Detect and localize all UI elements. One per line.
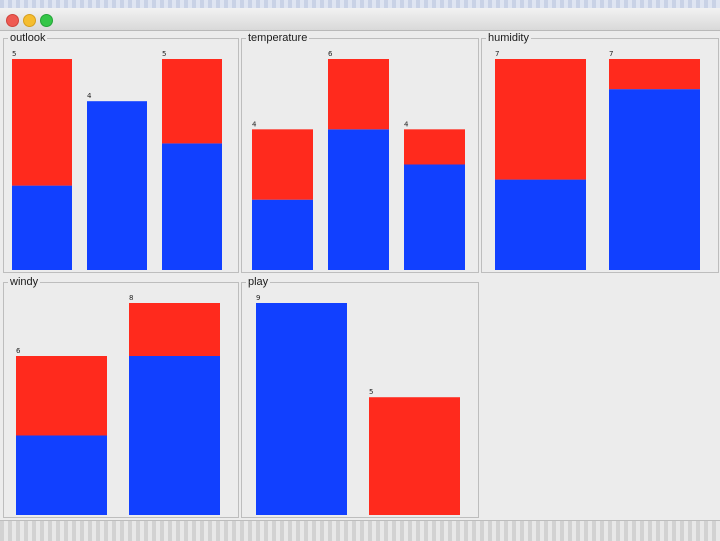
bar-segment-0-1 (16, 356, 107, 436)
bar-count-label: 5 (369, 388, 373, 396)
panel-title: temperature (246, 32, 310, 44)
bar-segment-0-1 (12, 59, 72, 186)
bar-count-label: 4 (404, 120, 409, 128)
bar-count-label: 4 (87, 92, 92, 100)
bar-count-label: 4 (252, 120, 257, 128)
bar-segment-2-0 (404, 164, 465, 270)
panel-title: outlook (8, 32, 48, 44)
bar-count-label: 9 (256, 294, 260, 302)
bar-count-label: 6 (16, 347, 21, 355)
bar-segment-1-1 (609, 59, 700, 90)
bar-segment-2-1 (404, 129, 465, 165)
panel-title: windy (8, 276, 41, 288)
bar-segment-1-1 (328, 59, 389, 130)
window-titlebar (0, 8, 720, 31)
bar-segment-2-1 (162, 59, 222, 144)
bar-count-label: 7 (495, 50, 499, 58)
panel-title: humidity (486, 32, 531, 44)
bar-segment-2-0 (162, 143, 222, 270)
chart-windy: 68 (16, 294, 220, 515)
bar-segment-0-1 (252, 129, 313, 200)
close-button[interactable] (6, 14, 19, 27)
bar-segment-0-1 (495, 59, 586, 180)
bar-segment-0-0 (252, 199, 313, 270)
bar-count-label: 5 (162, 50, 166, 58)
bar-count-label: 5 (12, 50, 16, 58)
bar-segment-1-1 (369, 397, 460, 515)
bar-segment-0-0 (495, 179, 586, 270)
panel-outlook: outlook 5 4 5 (3, 32, 239, 273)
bar-segment-1-1 (129, 303, 220, 356)
maximize-button[interactable] (40, 14, 53, 27)
bar-segment-1-0 (129, 356, 220, 515)
bar-segment-0-0 (256, 303, 347, 515)
bar-count-label: 6 (328, 50, 333, 58)
chart-temperature: 4 6 4 (252, 50, 465, 270)
panel-temperature: temperature 4 6 4 (241, 32, 479, 273)
bar-segment-0-0 (16, 435, 107, 515)
bar-count-label: 8 (129, 294, 133, 302)
bar-segment-1-0 (609, 89, 700, 270)
panel-title: play (246, 276, 271, 288)
bar-segment-1-0 (328, 129, 389, 270)
minimize-button[interactable] (23, 14, 36, 27)
bar-segment-0-0 (12, 185, 72, 270)
bottom-strip (0, 520, 720, 541)
chart-play: 95 (256, 294, 460, 515)
bar-segment-1-0 (87, 101, 147, 270)
bar-count-label: 7 (609, 50, 613, 58)
chart-outlook: 5 4 5 (12, 50, 222, 270)
top-strip (0, 0, 720, 8)
